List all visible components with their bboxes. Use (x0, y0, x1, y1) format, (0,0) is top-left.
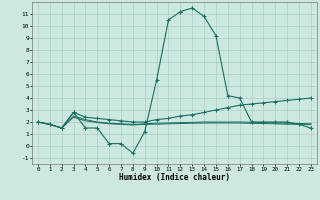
X-axis label: Humidex (Indice chaleur): Humidex (Indice chaleur) (119, 173, 230, 182)
